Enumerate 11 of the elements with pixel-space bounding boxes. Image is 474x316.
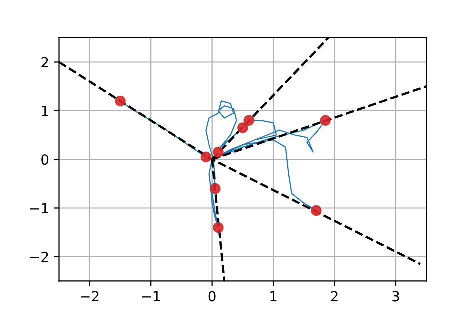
y-tick-label: −2 bbox=[30, 252, 48, 262]
y-tick-label: 1 bbox=[42, 106, 48, 116]
x-tick-label: −2 bbox=[81, 291, 99, 302]
x-tick-label: 3 bbox=[392, 291, 400, 302]
x-tick-label: 2 bbox=[331, 291, 338, 302]
y-tick-label: 0 bbox=[42, 154, 49, 166]
y-tick-label: −1 bbox=[30, 203, 48, 214]
x-tick-label: −1 bbox=[142, 291, 160, 302]
x-tick-label: 0 bbox=[208, 291, 216, 302]
x-tick-label: 1 bbox=[270, 291, 277, 302]
y-tick-label: 2 bbox=[42, 57, 48, 68]
